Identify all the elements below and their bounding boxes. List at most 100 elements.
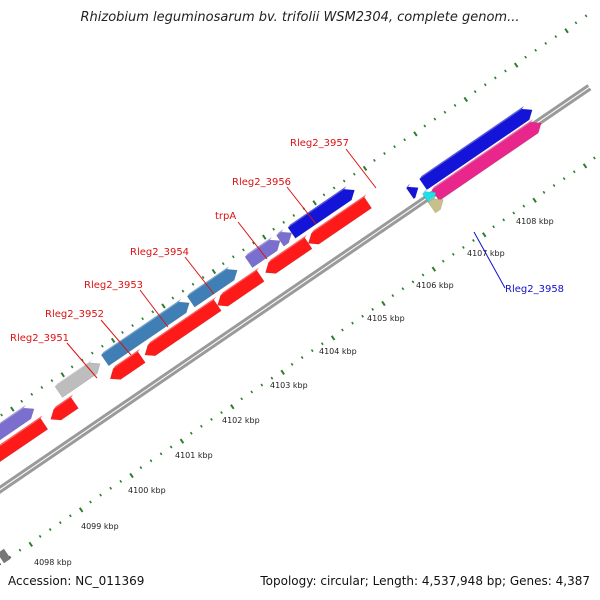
- tick-mark: [310, 349, 314, 353]
- tick-mark: [433, 117, 437, 121]
- tick-mark: [564, 28, 569, 34]
- feature-red-d: [109, 351, 146, 380]
- feature-blue-b-bevel: [419, 106, 524, 179]
- tick-mark: [534, 48, 538, 52]
- gene-feature-track: [0, 106, 542, 564]
- tick-mark: [482, 232, 487, 238]
- feature-gray-fragment: [0, 548, 11, 564]
- tick-mark: [179, 438, 185, 444]
- tick-label-4102: 4102 kbp: [222, 416, 260, 425]
- tick-mark: [381, 300, 386, 307]
- tick-mark: [252, 241, 255, 245]
- tick-mark: [320, 342, 324, 346]
- tick-mark: [242, 248, 245, 252]
- feature-khaki-bevel: [428, 195, 436, 203]
- feature-magenta-bevel: [431, 119, 533, 190]
- tick-mark: [443, 110, 447, 114]
- tick-mark: [483, 83, 487, 87]
- feature-purple-a: [0, 407, 35, 441]
- tick-mark: [351, 321, 354, 325]
- tick-label-4101: 4101 kbp: [175, 451, 213, 460]
- gene-label-rleg2-3954: Rleg2_3954: [130, 247, 189, 258]
- feature-red-d-bevel: [113, 348, 140, 369]
- tick-mark: [403, 138, 407, 142]
- tick-mark: [502, 218, 506, 222]
- tick-mark: [220, 411, 223, 415]
- tick-mark: [260, 383, 264, 387]
- tick-mark: [401, 287, 405, 291]
- tick-mark: [272, 227, 276, 231]
- tick-mark: [463, 96, 469, 103]
- tick-mark: [50, 379, 54, 383]
- gene-label-rleg2-3958: Rleg2_3958: [505, 284, 564, 295]
- tick-label-4105: 4105 kbp: [367, 314, 405, 323]
- tick-mark: [562, 177, 566, 181]
- tick-mark: [210, 417, 213, 421]
- leader-rleg2-3957: [345, 148, 377, 189]
- tick-mark: [240, 397, 244, 401]
- tick-mark: [70, 365, 74, 369]
- tick-mark: [423, 124, 427, 128]
- tick-mark: [492, 225, 495, 229]
- tick-label-4108: 4108 kbp: [516, 217, 554, 226]
- feature-blue-small-bevel: [406, 183, 410, 188]
- tick-mark: [322, 193, 326, 197]
- tick-mark: [280, 369, 285, 375]
- tick-mark: [10, 406, 15, 412]
- tick-mark: [524, 55, 527, 59]
- tick-mark: [159, 452, 163, 456]
- feature-gray: [54, 362, 101, 398]
- tick-mark: [593, 156, 596, 160]
- feature-red-c-bevel: [53, 394, 74, 410]
- tick-mark: [362, 165, 368, 171]
- tick-label-4100: 4100 kbp: [128, 486, 166, 495]
- tick-mark: [431, 266, 437, 272]
- tick-mark: [169, 445, 173, 449]
- tick-mark: [110, 337, 116, 343]
- tick-mark: [473, 90, 477, 94]
- tick-mark: [493, 76, 497, 80]
- feature-steelblue-a-bevel: [101, 299, 181, 356]
- tick-mark: [100, 344, 104, 348]
- feature-red-e-bevel: [147, 296, 216, 346]
- feature-red-h-bevel: [311, 194, 367, 234]
- tick-mark: [30, 392, 34, 396]
- tick-mark: [149, 459, 153, 463]
- tick-mark: [393, 145, 396, 149]
- tick-label-4098: 4098 kbp: [34, 558, 72, 567]
- leader-rleg2-3951: [66, 342, 98, 379]
- tick-mark: [582, 163, 588, 169]
- genome-summary-text: Topology: circular; Length: 4,537,948 bp…: [260, 574, 590, 588]
- tick-mark: [453, 103, 457, 107]
- feature-blue-b: [419, 108, 533, 191]
- label-leader-lines: [66, 148, 506, 379]
- tick-mark: [60, 372, 65, 378]
- feature-gray-bevel: [55, 359, 92, 387]
- feature-red-f-bevel: [220, 267, 259, 296]
- tick-mark: [312, 200, 317, 206]
- tick-mark: [18, 548, 22, 552]
- tick-mark: [8, 555, 12, 559]
- feature-cyan-bevel: [422, 188, 428, 194]
- leader-rleg2-3958: [473, 231, 506, 289]
- tick-mark: [0, 562, 2, 566]
- tick-mark: [191, 282, 195, 286]
- leader-rleg2-3956: [286, 186, 317, 225]
- tick-mark: [131, 324, 134, 328]
- tick-mark: [211, 268, 217, 275]
- tick-mark: [58, 521, 62, 525]
- tick-mark: [421, 273, 425, 277]
- tick-mark: [451, 252, 455, 256]
- tick-mark: [129, 472, 134, 479]
- tick-label-4106: 4106 kbp: [416, 281, 454, 290]
- leader-trpa: [237, 221, 268, 260]
- gene-label-trpa: trpA: [215, 211, 236, 222]
- tick-mark: [121, 330, 124, 334]
- tick-mark: [584, 14, 588, 18]
- feature-blue-small: [405, 186, 419, 200]
- tick-mark: [230, 404, 235, 410]
- tick-mark: [472, 239, 475, 243]
- tick-mark: [462, 245, 465, 249]
- leader-rleg2-3953: [139, 289, 169, 328]
